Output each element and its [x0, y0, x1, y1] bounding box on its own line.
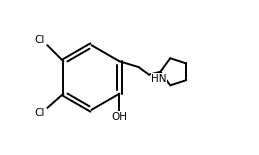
Text: HN: HN [152, 74, 167, 84]
Text: OH: OH [111, 111, 127, 122]
Text: Cl: Cl [35, 35, 45, 45]
Text: Cl: Cl [35, 108, 45, 118]
